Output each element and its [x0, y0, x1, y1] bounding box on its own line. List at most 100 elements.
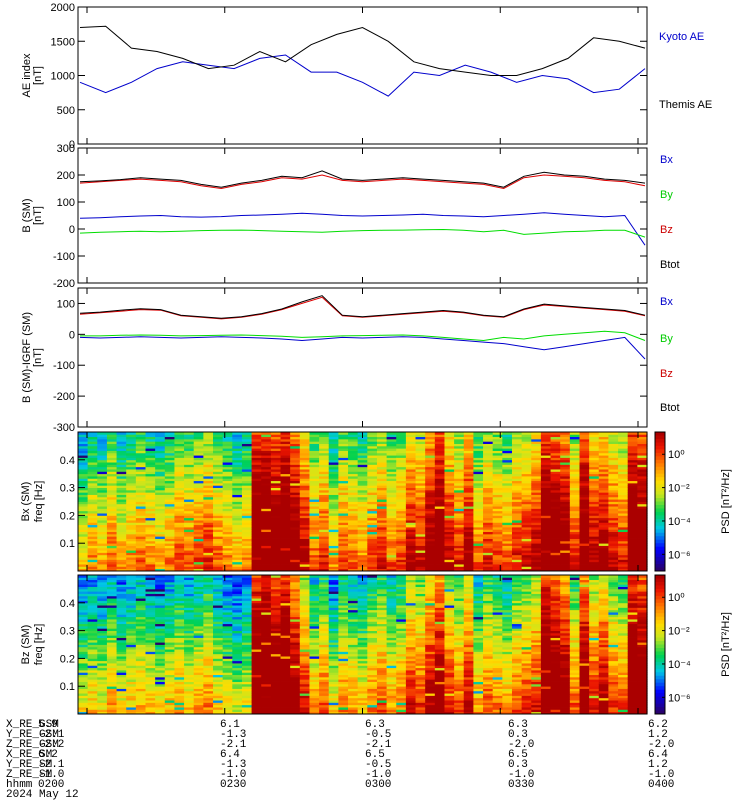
bz_spec-cell — [87, 579, 98, 583]
bz_spec-cell — [135, 676, 147, 680]
bx_spec-cell — [618, 566, 629, 570]
bx_spec-cell — [502, 459, 513, 463]
bx_spec-cell — [405, 508, 417, 512]
bz_spec-cell — [78, 581, 89, 585]
bx_spec-cell — [319, 503, 330, 507]
bz_spec-cell — [270, 625, 282, 629]
bz_spec-cell — [261, 575, 272, 578]
bx_spec-cell — [569, 550, 581, 553]
bx_spec-cell — [174, 441, 185, 444]
bz_spec-cell — [213, 667, 224, 671]
bx_spec-cell — [261, 552, 272, 556]
bz_spec-cell — [174, 635, 185, 638]
bx_spec-cell — [569, 538, 581, 542]
bx_spec-cell — [502, 466, 513, 470]
bz_spec-cell — [270, 581, 282, 585]
bx_spec-cell — [251, 434, 262, 438]
bz_spec-cell — [87, 639, 98, 643]
bx_spec-cell — [174, 547, 185, 551]
bx_spec-cell — [473, 506, 484, 509]
bx_spec-cell — [396, 445, 407, 449]
bx_spec-cell — [608, 499, 619, 502]
bx_spec-cell — [531, 566, 542, 570]
bx_spec-cell — [164, 522, 176, 526]
bx_spec-cell — [126, 455, 137, 458]
bx_spec-cell — [598, 469, 610, 472]
bz_spec-cell — [106, 628, 118, 631]
bx_spec-cell — [579, 545, 590, 549]
bz_spec-cell — [203, 658, 214, 662]
bx_spec-cell — [473, 554, 484, 558]
bz_spec-cell — [222, 609, 233, 613]
bx_spec-cell — [637, 436, 648, 440]
bx_spec-cell — [415, 450, 426, 454]
bz_spec-cell — [135, 702, 147, 706]
bx_spec-cell — [396, 480, 407, 484]
bx_spec-cell — [270, 443, 282, 447]
bz_spec-cell — [116, 700, 127, 703]
bz_spec-cell — [87, 665, 98, 669]
bx_spec-cell — [261, 524, 272, 528]
bx_spec-cell — [78, 480, 89, 484]
bz_spec-cell — [251, 707, 262, 710]
bx_spec-cell — [232, 489, 243, 493]
bz_spec-cell — [135, 649, 147, 652]
bx_spec-cell — [579, 538, 590, 542]
bx_spec-cell — [569, 557, 581, 560]
bx_spec-cell — [251, 524, 262, 528]
bx_spec-cell — [589, 508, 600, 512]
bx_spec-cell — [454, 554, 465, 558]
bx_spec-cell — [598, 496, 610, 500]
bx_spec-cell — [637, 517, 648, 521]
bx_spec-cell — [637, 455, 648, 458]
bz_spec-cell — [135, 607, 147, 611]
bx_spec-cell — [270, 499, 282, 502]
bx_spec-cell — [290, 478, 301, 482]
bz_spec-cell — [164, 688, 176, 692]
bx_spec-cell — [126, 554, 137, 558]
bx_spec-cell — [174, 448, 185, 451]
bx_spec-cell — [164, 559, 176, 563]
bx_spec-cell — [184, 459, 195, 463]
bx_spec-cell — [483, 487, 494, 491]
bx_spec-cell — [116, 536, 127, 539]
bx_spec-cell — [569, 471, 581, 475]
bz_spec-cell — [174, 651, 185, 655]
bx_spec-cell — [135, 531, 147, 535]
bz_spec-cell — [270, 616, 282, 620]
bx_spec-cell — [598, 487, 610, 491]
bx_spec-cell — [396, 464, 407, 468]
bx_spec-cell — [483, 485, 494, 488]
bx_spec-cell — [540, 550, 552, 553]
bx_spec-cell — [415, 543, 426, 546]
bx_spec-cell — [444, 464, 455, 468]
bz_spec-cell — [87, 693, 98, 696]
bx_spec-cell — [241, 496, 253, 500]
bz_spec-cell — [126, 625, 137, 629]
bz_spec-cell — [97, 711, 108, 715]
bx_spec-cell — [463, 436, 474, 440]
bx_spec-cell — [531, 543, 542, 546]
bx_spec-cell — [618, 550, 629, 553]
bx_spec-cell — [521, 501, 532, 505]
bz_spec-cell — [78, 697, 89, 701]
bx_spec-cell — [415, 452, 426, 456]
bx_spec-cell — [367, 545, 378, 549]
bz_spec-cell — [193, 672, 204, 676]
bx_spec-cell — [569, 506, 581, 509]
bz_spec-cell — [78, 637, 89, 641]
bz_spec-cell — [106, 669, 118, 673]
bx_spec-cell — [203, 482, 214, 486]
bx_spec-cell — [116, 496, 127, 500]
bx_spec-cell — [106, 543, 118, 546]
bx_spec-cell — [492, 476, 503, 479]
bx_spec-cell — [540, 482, 552, 486]
bx_spec-cell — [290, 550, 301, 553]
bx_spec-cell — [386, 566, 397, 570]
bx_spec-cell — [155, 499, 166, 502]
bz_spec-cell — [222, 693, 233, 696]
bx_spec-cell — [155, 520, 166, 523]
bx_spec-cell — [319, 522, 330, 526]
bx_spec-cell — [280, 480, 291, 484]
bx_spec-cell — [521, 482, 532, 486]
